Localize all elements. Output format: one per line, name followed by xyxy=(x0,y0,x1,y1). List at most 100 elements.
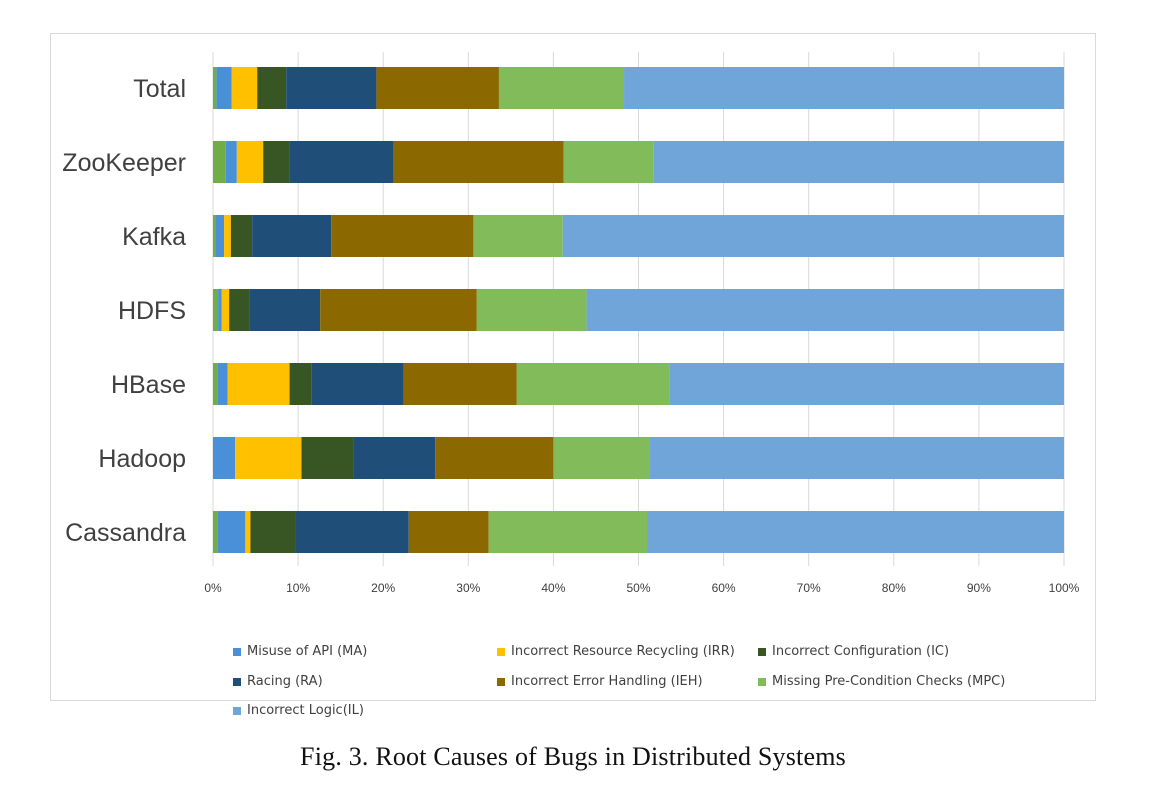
bar-segment-5 xyxy=(408,511,489,553)
bar-segment-7 xyxy=(649,437,1064,479)
legend-label: Incorrect Resource Recycling (IRR) xyxy=(511,644,735,659)
bar-segment-5 xyxy=(393,141,564,183)
bar-segment-4 xyxy=(249,289,321,331)
legend-swatch xyxy=(758,677,766,686)
bar-row-zookeeper xyxy=(213,141,1064,183)
bar-segment-lead xyxy=(213,67,217,109)
bar-segment-lead xyxy=(213,363,218,405)
bar-segment-2 xyxy=(245,511,251,553)
legend-item: Incorrect Error Handling (IEH) xyxy=(497,674,703,689)
bar-segment-lead xyxy=(213,511,218,553)
category-label: Kafka xyxy=(122,223,186,251)
x-tick-label: 50% xyxy=(626,581,650,595)
figure-caption: Fig. 3. Root Causes of Bugs in Distribut… xyxy=(300,742,846,771)
legend-item: Incorrect Resource Recycling (IRR) xyxy=(497,644,735,659)
bar-segment-7 xyxy=(669,363,1064,405)
bar-segment-lead xyxy=(213,289,219,331)
bar-row-hadoop xyxy=(213,437,1064,479)
bar-segment-lead xyxy=(213,141,226,183)
x-tick-label: 70% xyxy=(797,581,821,595)
x-tick-label: 0% xyxy=(204,581,222,595)
bar-segment-2 xyxy=(224,215,231,257)
bar-segment-4 xyxy=(289,141,394,183)
bar-segment-6 xyxy=(553,437,650,479)
x-tick-label: 30% xyxy=(456,581,480,595)
bar-segment-1 xyxy=(216,67,232,109)
legend-label: Incorrect Logic(IL) xyxy=(247,703,364,718)
bar-row-kafka xyxy=(213,215,1064,257)
x-tick-label: 60% xyxy=(712,581,736,595)
bars xyxy=(213,67,1064,553)
bar-segment-3 xyxy=(250,511,296,553)
bar-segment-6 xyxy=(498,67,625,109)
legend-swatch xyxy=(233,706,241,715)
bar-row-cassandra xyxy=(213,511,1064,553)
bar-segment-4 xyxy=(311,363,404,405)
bar-segment-1 xyxy=(225,141,237,183)
bar-segment-7 xyxy=(653,141,1064,183)
bar-segment-1 xyxy=(217,363,228,405)
bar-segment-2 xyxy=(231,67,258,109)
category-label: Total xyxy=(133,75,186,103)
category-label: ZooKeeper xyxy=(62,149,186,177)
legend-label: Incorrect Configuration (IC) xyxy=(772,644,950,659)
bar-segment-1 xyxy=(217,511,246,553)
x-tick-label: 90% xyxy=(967,581,991,595)
bar-segment-7 xyxy=(562,215,1064,257)
bar-segment-2 xyxy=(235,437,302,479)
bar-segment-6 xyxy=(476,289,587,331)
legend-item: Misuse of API (MA) xyxy=(233,644,367,659)
bar-segment-6 xyxy=(488,511,648,553)
bar-segment-5 xyxy=(435,437,554,479)
legend-swatch xyxy=(497,647,505,656)
x-tick-label: 20% xyxy=(371,581,395,595)
bar-segment-3 xyxy=(257,67,287,109)
legend-swatch xyxy=(497,677,505,686)
bar-segment-6 xyxy=(516,363,670,405)
bar-row-hbase xyxy=(213,363,1064,405)
legend-swatch xyxy=(233,647,241,656)
legend-item: Incorrect Logic(IL) xyxy=(233,703,364,718)
legend-label: Racing (RA) xyxy=(247,674,323,689)
bar-segment-1 xyxy=(215,215,225,257)
legend-label: Incorrect Error Handling (IEH) xyxy=(511,674,703,689)
bar-segment-4 xyxy=(252,215,332,257)
bar-segment-3 xyxy=(229,289,250,331)
stacked-bar-chart: Total ZooKeeper Kafka HDFS HBase Hadoop Cassan… xyxy=(62,52,1080,595)
bar-segment-3 xyxy=(301,437,354,479)
bar-segment-1 xyxy=(218,289,222,331)
legend-label: Misuse of API (MA) xyxy=(247,644,368,659)
bar-segment-lead xyxy=(213,215,216,257)
bar-segment-5 xyxy=(320,289,477,331)
bar-segment-7 xyxy=(647,511,1064,553)
bar-segment-3 xyxy=(230,215,253,257)
legend-swatch xyxy=(233,677,241,686)
category-labels: Total ZooKeeper Kafka HDFS HBase Hadoop Cassan… xyxy=(62,75,186,547)
chart-frame: Total ZooKeeper Kafka HDFS HBase Hadoop Cassan… xyxy=(50,33,1096,718)
bar-segment-5 xyxy=(403,363,517,405)
category-label: Cassandra xyxy=(65,519,186,547)
bar-segment-3 xyxy=(263,141,290,183)
bar-row-hdfs xyxy=(213,289,1064,331)
x-tick-label: 100% xyxy=(1049,581,1080,595)
legend-swatch xyxy=(758,647,766,656)
category-label: Hadoop xyxy=(98,445,186,473)
bar-segment-2 xyxy=(227,363,290,405)
x-tick-label: 80% xyxy=(882,581,906,595)
legend-item: Racing (RA) xyxy=(233,674,323,689)
bar-segment-4 xyxy=(353,437,436,479)
bar-segment-2 xyxy=(221,289,230,331)
category-label: HDFS xyxy=(118,297,186,325)
bar-segment-4 xyxy=(295,511,409,553)
category-label: HBase xyxy=(111,371,186,399)
bar-segment-7 xyxy=(586,289,1064,331)
legend-label: Missing Pre-Condition Checks (MPC) xyxy=(772,674,1006,689)
bar-segment-6 xyxy=(563,141,654,183)
legend-item: Incorrect Configuration (IC) xyxy=(758,644,949,659)
bar-segment-7 xyxy=(624,67,1064,109)
legend-item: Missing Pre-Condition Checks (MPC) xyxy=(758,674,1005,689)
bar-segment-2 xyxy=(236,141,264,183)
bar-segment-1 xyxy=(213,437,236,479)
bar-row-total xyxy=(213,67,1064,109)
x-tick-labels: 0% 10% 20% 30% 40% 50% 60% 70% 80% 90% 100% xyxy=(204,581,1079,595)
